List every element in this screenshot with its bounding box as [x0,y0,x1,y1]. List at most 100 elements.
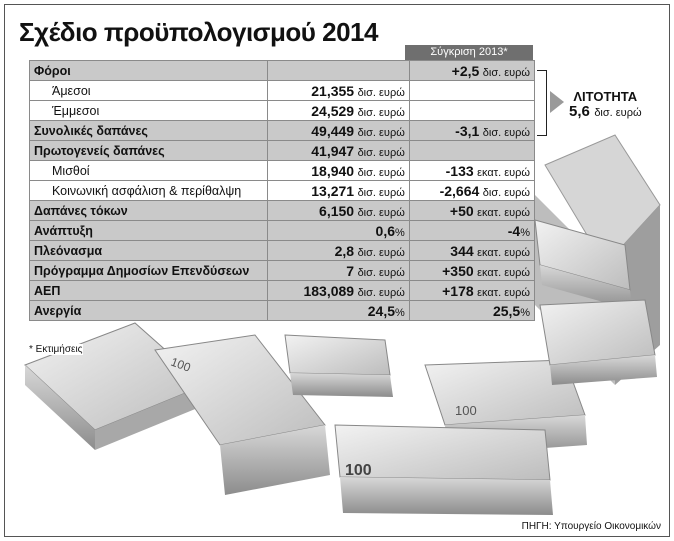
compare-unit: εκατ. ευρώ [477,206,530,219]
value-unit: δισ. ευρώ [357,146,405,159]
value-unit: % [395,306,405,319]
row-compare: +2,5 δισ. ευρώ [408,60,536,81]
arrow-right-icon [550,91,564,113]
row-compare: +50 εκατ. ευρώ [408,200,536,221]
row-value: 0,6% [266,220,410,241]
row-value: 6,150 δισ. ευρώ [266,200,410,221]
compare-number: 344 [450,242,474,259]
table-row: Ανεργία 24,5% 25,5% [29,300,536,321]
row-value [266,60,410,81]
compare-number: +50 [449,202,474,219]
row-compare [408,80,536,101]
austerity-value: 5,6 [569,103,590,120]
row-compare: 25,5% [408,300,536,321]
compare-unit: % [520,226,530,239]
compare-number: -3,1 [455,122,480,139]
row-compare [408,100,536,121]
compare-unit: εκατ. ευρώ [477,166,530,179]
value-number: 0,6 [375,222,396,239]
table-row: Συνολικές δαπάνες 49,449 δισ. ευρώ -3,1 δι… [29,120,536,141]
row-compare: 344 εκατ. ευρώ [408,240,536,261]
banknote-stack-2: 100 [154,334,330,495]
bracket-line [537,70,547,136]
row-value: 13,271 δισ. ευρώ [266,180,410,201]
banknote-stack-7 [539,299,657,385]
row-label: Πλεόνασμα [29,240,268,261]
value-number: 183,089 [303,282,355,299]
compare-number: +178 [442,282,474,299]
banknote-label: 100 [169,355,193,375]
row-label: Ανάπτυξη [29,220,268,241]
row-label: Συνολικές δαπάνες [29,120,268,141]
austerity-heading: ΛΙΤΟΤΗΤΑ [573,89,638,104]
value-number: 18,940 [311,162,355,179]
infographic-frame: 100 100 100 Σχέδιο προϋπολογισμού 2014 Σ… [4,4,670,537]
banknote-label: 100 [345,462,372,479]
compare-unit: εκατ. ευρώ [477,246,530,259]
table-row: Πλεόνασμα 2,8 δισ. ευρώ 344 εκατ. ευρώ [29,240,536,261]
row-value: 24,529 δισ. ευρώ [266,100,410,121]
compare-number: +2,5 [451,62,480,79]
row-label: Φόροι [29,60,268,81]
table-row: Άμεσοι 21,355 δισ. ευρώ [29,80,536,101]
page-title: Σχέδιο προϋπολογισμού 2014 [19,17,378,47]
row-compare: -3,1 δισ. ευρώ [408,120,536,141]
banknote-stack-6 [534,219,632,310]
value-number: 49,449 [311,122,355,139]
row-value: 183,089 δισ. ευρώ [266,280,410,301]
value-number: 21,355 [311,82,355,99]
row-value: 21,355 δισ. ευρώ [266,80,410,101]
value-number: 41,947 [311,142,355,159]
austerity-callout: ΛΙΤΟΤΗΤΑ 5,6 δισ. ευρώ [569,89,642,121]
footnote: * Εκτιμήσεις [29,344,83,355]
value-unit: δισ. ευρώ [357,186,405,199]
value-number: 2,8 [334,242,355,259]
row-compare: -133 εκατ. ευρώ [408,160,536,181]
source-note: ΠΗΓΗ: Υπουργείο Οικονομικών [521,521,661,532]
compare-number: -2,664 [439,182,480,199]
row-compare: -2,664 δισ. ευρώ [408,180,536,201]
value-unit: δισ. ευρώ [357,286,405,299]
compare-number: 25,5 [492,302,521,319]
row-label: Άμεσοι [29,80,268,101]
value-unit: δισ. ευρώ [357,86,405,99]
row-label: Κοινωνική ασφάλιση & περίθαλψη [29,180,268,201]
table-row: Ανάπτυξη 0,6% -4% [29,220,536,241]
value-unit: δισ. ευρώ [357,166,405,179]
compare-unit: δισ. ευρώ [482,66,530,79]
banknote-label: 100 [455,403,477,418]
row-label: Δαπάνες τόκων [29,200,268,221]
row-value: 7 δισ. ευρώ [266,260,410,281]
row-label: Πρωτογενείς δαπάνες [29,140,268,161]
row-label: ΑΕΠ [29,280,268,301]
austerity-unit: δισ. ευρώ [594,107,642,119]
table-row: Πρωτογενείς δαπάνες 41,947 δισ. ευρώ [29,140,536,161]
compare-unit: δισ. ευρώ [482,126,530,139]
compare-unit: δισ. ευρώ [482,186,530,199]
value-number: 7 [346,262,355,279]
row-value: 41,947 δισ. ευρώ [266,140,410,161]
compare-unit: % [520,306,530,319]
compare-number: -4 [507,222,521,239]
value-unit: δισ. ευρώ [357,106,405,119]
compare-column-header: Σύγκριση 2013* [405,45,533,60]
banknote-stack-3 [284,334,393,397]
row-compare: +350 εκατ. ευρώ [408,260,536,281]
table-row: Πρόγραμμα Δημοσίων Επενδύσεων 7 δισ. ευρώ… [29,260,536,281]
value-number: 24,529 [311,102,355,119]
compare-unit: εκατ. ευρώ [477,266,530,279]
row-compare: +178 εκατ. ευρώ [408,280,536,301]
table-row: Δαπάνες τόκων 6,150 δισ. ευρώ +50 εκατ. ευ… [29,200,536,221]
row-compare [408,140,536,161]
row-label: Ανεργία [29,300,268,321]
table-row: Έμμεσοι 24,529 δισ. ευρώ [29,100,536,121]
value-unit: δισ. ευρώ [357,266,405,279]
value-number: 6,150 [319,202,355,219]
row-value: 24,5% [266,300,410,321]
budget-table: Φόροι +2,5 δισ. ευρώ Άμεσοι 21,355 δισ. ευρ… [29,60,536,321]
row-value: 2,8 δισ. ευρώ [266,240,410,261]
row-value: 18,940 δισ. ευρώ [266,160,410,181]
table-row: Μισθοί 18,940 δισ. ευρώ -133 εκατ. ευρώ [29,160,536,181]
compare-unit: εκατ. ευρώ [477,286,530,299]
table-row: ΑΕΠ 183,089 δισ. ευρώ +178 εκατ. ευρώ [29,280,536,301]
